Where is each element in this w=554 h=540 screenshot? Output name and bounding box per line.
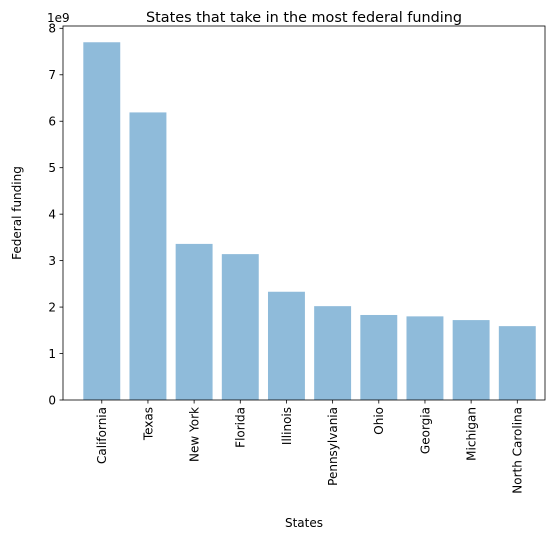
bar-california bbox=[83, 42, 121, 400]
x-tick-label: New York bbox=[187, 407, 201, 462]
bar-michigan bbox=[452, 320, 490, 400]
bar-ohio bbox=[360, 314, 398, 400]
y-tick-label: 7 bbox=[48, 68, 56, 82]
bar-north-carolina bbox=[498, 326, 536, 400]
x-tick-label: California bbox=[95, 407, 109, 464]
y-tick-label: 3 bbox=[48, 254, 56, 268]
y-tick-label: 1 bbox=[48, 347, 56, 361]
y-tick-label: 0 bbox=[48, 393, 56, 407]
y-axis-label: Federal funding bbox=[10, 166, 24, 260]
plot-frame bbox=[62, 25, 546, 401]
x-tick-label: Pennsylvania bbox=[326, 407, 340, 486]
y-tick-label: 5 bbox=[48, 161, 56, 175]
bar-texas bbox=[129, 112, 167, 400]
bar-illinois bbox=[267, 291, 305, 400]
y-tick-label: 2 bbox=[48, 300, 56, 314]
x-axis-ticks: California Texas New York Florida Illinois Pe… bbox=[95, 400, 525, 494]
x-tick-label: Ohio bbox=[372, 407, 386, 435]
bar-new-york bbox=[175, 243, 213, 400]
y-tick-label: 4 bbox=[48, 207, 56, 221]
x-tick-label: Texas bbox=[141, 407, 155, 441]
y-offset-label: 1e9 bbox=[47, 11, 70, 25]
y-tick-label: 8 bbox=[48, 22, 56, 36]
x-tick-label: Illinois bbox=[280, 407, 294, 445]
bar-pennsylvania bbox=[314, 306, 352, 400]
y-tick-label: 6 bbox=[48, 115, 56, 129]
bars-group bbox=[83, 42, 536, 400]
chart-title: States that take in the most federal fun… bbox=[146, 10, 462, 26]
bar-florida bbox=[221, 254, 259, 400]
x-tick-label: Florida bbox=[234, 407, 248, 448]
bar-georgia bbox=[406, 316, 444, 400]
x-axis-label: States bbox=[285, 516, 323, 530]
x-tick-label: Michigan bbox=[464, 407, 478, 461]
x-tick-label: North Carolina bbox=[511, 407, 525, 494]
x-tick-label: Georgia bbox=[418, 407, 432, 454]
y-axis-ticks: 0 1 2 3 4 5 6 7 8 bbox=[48, 22, 63, 407]
